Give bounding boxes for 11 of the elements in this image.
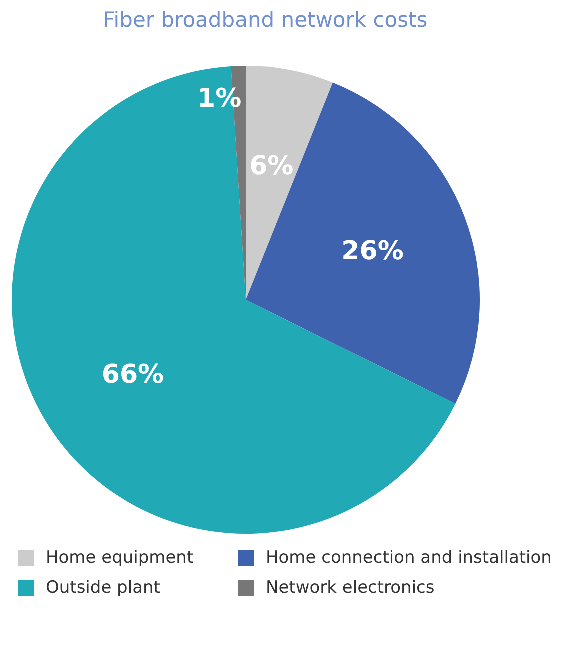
data-label: 66% — [102, 360, 164, 390]
data-label: 1% — [198, 84, 242, 114]
legend-label: Home equipment — [46, 548, 194, 568]
data-label: 26% — [342, 236, 404, 267]
pie-slice — [246, 66, 333, 300]
legend-label: Network electronics — [266, 578, 435, 598]
chart-title: Fiber broadband network costs — [102, 8, 429, 34]
pie-slice — [12, 66, 456, 534]
legend-label: Home connection and installation — [266, 548, 552, 568]
legend-label: Outside plant — [46, 578, 160, 598]
pie-slice — [246, 82, 480, 404]
